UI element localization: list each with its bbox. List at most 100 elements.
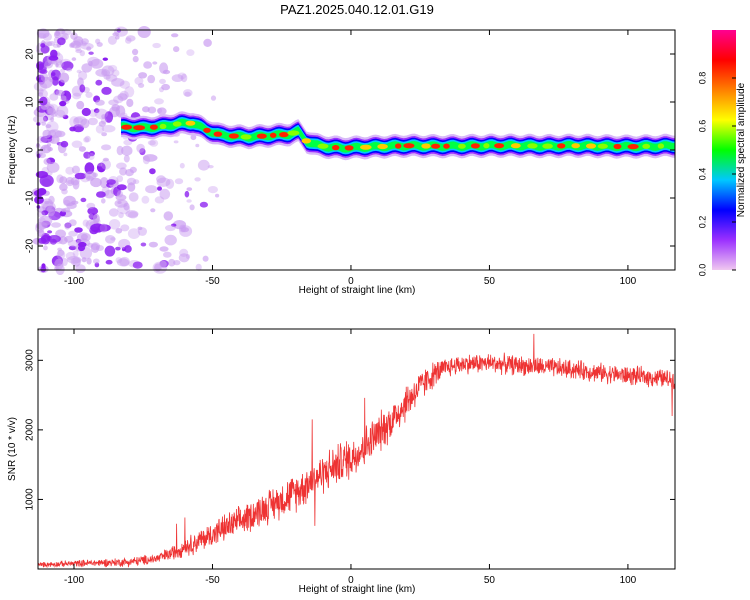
x-tick-label: 0 xyxy=(348,575,354,586)
noise-blob xyxy=(150,208,156,213)
noise-blob xyxy=(143,61,153,69)
noise-blob xyxy=(101,125,116,133)
noise-blob xyxy=(101,132,107,137)
noise-blobs xyxy=(31,26,224,275)
noise-blob xyxy=(174,178,184,185)
noise-blob xyxy=(173,140,179,144)
noise-blob xyxy=(165,178,175,189)
noise-blob xyxy=(55,61,64,68)
noise-blob xyxy=(159,246,169,252)
noise-blob xyxy=(189,204,195,211)
noise-blob xyxy=(46,104,55,114)
noise-blob xyxy=(104,245,116,257)
noise-blob xyxy=(72,256,81,268)
noise-blob xyxy=(38,89,48,99)
noise-blob xyxy=(149,139,159,147)
ridge-peak xyxy=(458,143,466,149)
noise-blob xyxy=(115,194,127,201)
ridge-peak xyxy=(431,143,441,149)
noise-blob xyxy=(40,45,50,54)
spectrogram-x-ticks: -100 -50 0 50 100 xyxy=(64,30,637,287)
noise-blob xyxy=(74,172,87,180)
ridge-peak xyxy=(344,145,354,151)
ridge-peak xyxy=(228,133,239,139)
noise-blob xyxy=(116,190,124,198)
ridge-peak xyxy=(121,124,133,130)
noise-blob xyxy=(156,107,163,114)
noise-blob xyxy=(65,176,75,187)
noise-blob xyxy=(96,42,103,47)
ridge-peak xyxy=(332,145,340,151)
ridge-peak xyxy=(172,121,182,127)
ridge-peak xyxy=(542,143,553,149)
noise-blob xyxy=(57,37,66,46)
noise-blob xyxy=(113,186,121,197)
noise-blob xyxy=(101,198,106,204)
ridge-peak xyxy=(317,143,329,149)
noise-blob xyxy=(138,72,148,79)
ridge-peak xyxy=(213,131,223,137)
noise-blob xyxy=(87,117,98,126)
noise-blob xyxy=(70,257,82,266)
noise-blob xyxy=(207,186,218,194)
noise-blob xyxy=(180,227,189,233)
noise-blob xyxy=(120,224,130,232)
noise-blob xyxy=(140,242,147,247)
colorbar-tick-label: 0.8 xyxy=(697,72,707,85)
noise-blob xyxy=(95,99,105,106)
ridge-peak xyxy=(203,127,211,133)
noise-blob xyxy=(136,143,145,153)
noise-blob xyxy=(111,104,120,112)
noise-blob xyxy=(43,115,48,122)
figure-title: PAZ1.2025.040.12.01.G19 xyxy=(280,2,434,17)
noise-blob xyxy=(98,120,106,127)
snr-series-line xyxy=(37,333,676,569)
noise-blob xyxy=(79,50,86,57)
spectrogram-y-ticks: -20 -10 0 10 20 xyxy=(25,48,675,253)
noise-blob xyxy=(108,99,119,106)
ridge-peak xyxy=(133,125,146,131)
noise-blob xyxy=(72,92,82,100)
ridge-peak xyxy=(149,124,158,130)
noise-blob xyxy=(115,228,123,234)
noise-blob xyxy=(117,93,128,101)
ridge-peak xyxy=(421,143,431,149)
noise-blob xyxy=(127,182,136,192)
snr-panel: -100 -50 0 50 100 1000 2000 3000 Height of str… xyxy=(7,328,676,595)
noise-blob xyxy=(107,35,117,45)
noise-blob xyxy=(38,88,44,95)
noise-blob xyxy=(203,38,212,48)
noise-blob xyxy=(84,135,91,143)
x-tick-label: 100 xyxy=(620,575,637,586)
noise-blob xyxy=(115,35,120,40)
noise-blob xyxy=(147,140,156,146)
noise-blob xyxy=(134,76,144,85)
noise-blob xyxy=(48,55,59,61)
noise-blob xyxy=(68,219,77,227)
noise-blob xyxy=(65,166,75,175)
noise-blob xyxy=(78,70,88,81)
noise-blob xyxy=(37,32,47,40)
noise-blob xyxy=(75,264,86,273)
ridge-peak xyxy=(279,132,289,138)
colorbar-label: Normalized spectral amplitude xyxy=(736,82,747,217)
noise-blob xyxy=(64,235,74,243)
noise-blob xyxy=(72,124,84,133)
noise-blob xyxy=(100,159,111,170)
noise-blob xyxy=(87,56,100,67)
noise-blob xyxy=(90,242,101,251)
snr-y-label: SNR (10 * v/v) xyxy=(7,417,18,481)
snr-x-ticks: -100 -50 0 50 100 xyxy=(64,329,637,586)
noise-blob xyxy=(159,78,166,84)
noise-blob xyxy=(126,177,137,186)
noise-blob xyxy=(42,32,53,41)
noise-blob xyxy=(141,195,150,204)
x-tick-label: -50 xyxy=(205,575,220,586)
noise-blob xyxy=(78,146,86,152)
ridge-peak xyxy=(377,143,388,150)
noise-blob xyxy=(60,68,66,73)
noise-blob xyxy=(84,162,95,175)
x-tick-label: 50 xyxy=(484,276,496,287)
noise-blob xyxy=(66,67,73,72)
noise-blob xyxy=(149,168,156,175)
